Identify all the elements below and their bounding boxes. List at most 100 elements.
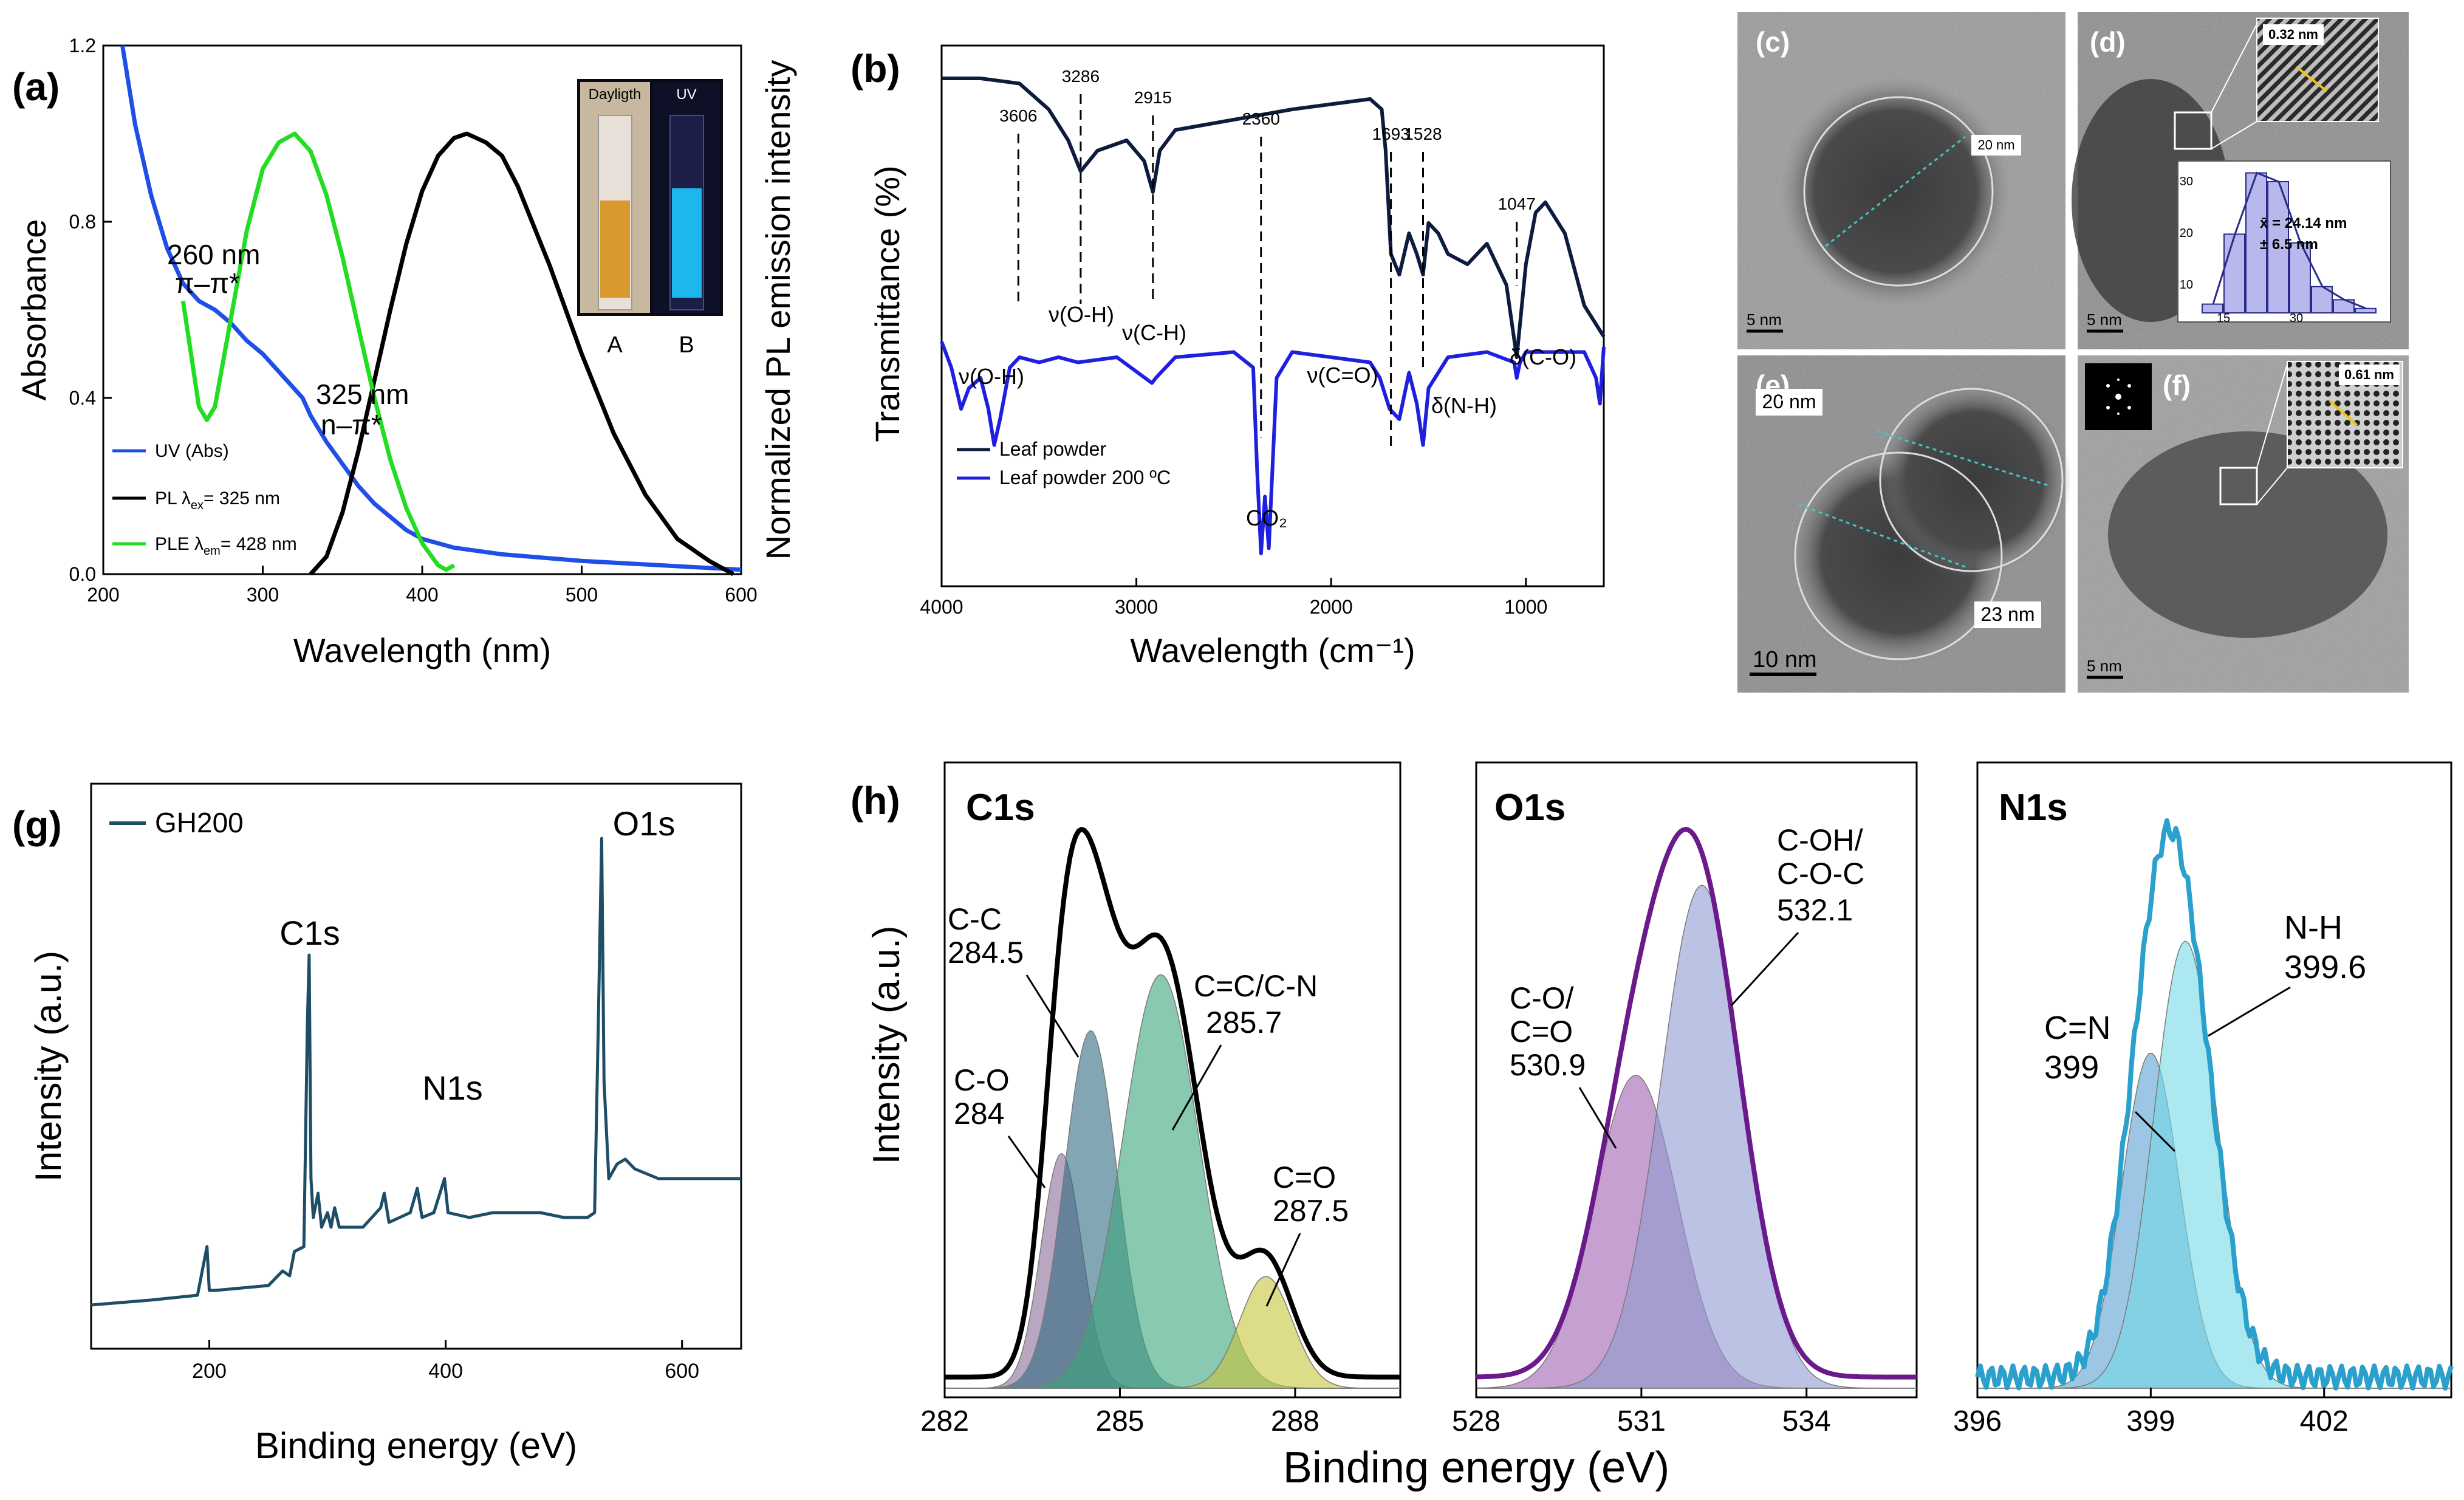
a-legend-ple: PLE λem= 428 nm <box>155 534 297 558</box>
h-c1s-ccn-arrow <box>1171 1044 1222 1131</box>
h-o1s-title: O1s <box>1494 787 1566 829</box>
tem-e-circle-1 <box>1794 451 2003 660</box>
b-peak-label: 1047 <box>1498 194 1536 213</box>
h-o1s-labels: C-O/ C=O 530.9 C-OH/ C-O-C 532.1 <box>1510 823 1864 1149</box>
panel-label-c: (c) <box>1756 26 1790 58</box>
b-band-c-o-double: ν(C=O) <box>1307 363 1378 388</box>
h-subplot-n1s: N1s 396 399 402 <box>1953 761 2454 1437</box>
a-annotation-n-pi: n–π* <box>321 409 382 440</box>
tem-d-hist-bars <box>2202 171 2377 314</box>
b-x-tick-label: 4000 <box>920 596 963 618</box>
a-x-tick-label: 600 <box>725 584 757 606</box>
panel-label-e: (e) <box>1756 369 1790 401</box>
tem-f-zoom-line-1 <box>2256 364 2288 468</box>
h-x-tick-label: 399 <box>2126 1405 2175 1437</box>
g-x-axis: 200 400 600 <box>192 1340 699 1383</box>
tem-d-hist-bar <box>2223 233 2245 313</box>
a-series-group <box>120 45 742 577</box>
g-x-tick-label: 200 <box>192 1360 227 1383</box>
g-series-group <box>91 837 741 1307</box>
panel-label-d: (d) <box>2090 26 2126 58</box>
plot-frame-g <box>90 783 742 1350</box>
a-series-line-2 <box>180 131 456 572</box>
a-series-line-0 <box>120 45 742 572</box>
h-envelope-line-0 <box>945 827 1400 1380</box>
h-x-tick-label: 402 <box>2300 1405 2349 1437</box>
h-c1s-title: C1s <box>966 787 1035 829</box>
tem-e-size-box-2 <box>1974 601 2041 628</box>
h-c1s-labels: C-C 284.5 C-O 284 C=C/C-N 285.7 C=O 287.… <box>948 902 1349 1307</box>
tem-e-diameter-2 <box>1877 430 2051 487</box>
tem-panel-e: 20 nm 23 nm (e) 10 nm <box>1737 355 2072 693</box>
h-n1s-nh-label: N-H <box>2284 909 2343 946</box>
h-x-tick-label: 396 <box>1953 1405 2002 1437</box>
h-x-tick-label: 531 <box>1617 1405 1666 1437</box>
panel-h: (h) Intensity (a.u.) Binding energy (eV)… <box>850 761 2454 1492</box>
h-c1s-cc-label: C-C <box>948 902 1002 936</box>
tem-d-hist-bar <box>2202 303 2223 314</box>
h-o1s-co-label-1: C-O/ <box>1510 981 1574 1015</box>
h-n1s-cn-label: C=N <box>2044 1010 2111 1046</box>
h-o1s-coh-arrow <box>1730 931 1799 1007</box>
h-x-tick-label: 534 <box>1782 1405 1831 1437</box>
tem-f-zoom-box <box>2219 467 2258 505</box>
tem-e-size-box-1 <box>1756 389 1822 416</box>
tem-d-hist-ytick-10: 10 <box>2180 278 2193 292</box>
h-o1s-co-arrow <box>1578 1087 1617 1149</box>
h-n1s-labels: N-H 399.6 C=N 399 <box>2044 909 2366 1152</box>
tem-d-hist-fit-curve <box>2212 171 2367 310</box>
tem-f-lattice-line <box>2329 400 2358 426</box>
b-series-line-1 <box>940 341 1606 555</box>
g-x-tick-label: 400 <box>428 1360 463 1383</box>
h-c1s-ccn-label: C=C/C-N <box>1194 969 1318 1003</box>
tem-f-zoom-line-2 <box>2256 467 2288 505</box>
b-band-oh-1: ν(O-H) <box>959 364 1024 389</box>
h-component-peak-0-3 <box>945 1276 1400 1389</box>
h-c1s-co-label: C-O <box>954 1063 1010 1097</box>
tem-panels: 20 nm (c) 5 nm 0.32 nm (d) x̄ = 24.14 nm… <box>1737 12 2409 693</box>
h-c1s-frame <box>943 761 1401 1399</box>
g-x-tick-label: 600 <box>665 1360 699 1383</box>
h-n1s-cn-arrow <box>2134 1111 2176 1152</box>
b-band-ch: ν(C-H) <box>1122 320 1186 345</box>
b-band-oh-2: ν(O-H) <box>1049 302 1114 327</box>
b-series-group <box>940 77 1606 555</box>
tem-d-lattice-label: 0.32 nm <box>2268 27 2318 42</box>
h-c1s-c-o-double-arrow <box>1265 1233 1301 1307</box>
a-inset-right-label: B <box>679 332 694 358</box>
h-o1s-co-label-2: C=O <box>1510 1015 1573 1049</box>
a-vial-a-liquid <box>600 200 630 298</box>
a-x-axis-label: Wavelength (nm) <box>293 631 551 670</box>
h-x-tick-label: 288 <box>1271 1405 1319 1437</box>
a-y-tick-label: 0.8 <box>69 211 96 233</box>
h-o1s-coh-label-2: C-O-C <box>1777 857 1864 891</box>
b-series-line-0 <box>942 77 1606 359</box>
h-c1s-c-o-double-label: C=O <box>1273 1160 1336 1194</box>
tem-f-lattice-box <box>2339 365 2400 385</box>
tem-e-scale-label: 10 nm <box>1753 647 1817 673</box>
tem-c-size-label: 20 nm <box>1977 137 2014 152</box>
tem-c-size-box <box>1971 135 2021 156</box>
b-legend-leaf200: Leaf powder 200 ºC <box>999 467 1171 488</box>
a-annotation-325nm: 325 nm <box>316 378 409 410</box>
a-legend-uv: UV (Abs) <box>155 441 229 461</box>
b-peak-label: 2915 <box>1134 88 1172 107</box>
tem-f-fft-spots <box>2106 378 2131 415</box>
panel-label-a: (a) <box>12 65 60 109</box>
panel-label-b: (b) <box>850 47 900 91</box>
tem-f-particle <box>2108 431 2387 638</box>
tem-e-size-label-1: 20 nm <box>1762 391 1816 413</box>
panel-label-h: (h) <box>850 779 900 823</box>
tem-d-lattice-line <box>2295 66 2328 92</box>
a-legend-pl: PL λex= 325 nm <box>155 488 280 512</box>
b-band-co2: CO₂ <box>1246 505 1287 530</box>
b-band-c-o: δ(C-O) <box>1510 344 1576 369</box>
a-x-tick-label: 300 <box>247 584 279 606</box>
h-subplot-c1s: C1s 282 285 288 <box>920 761 1401 1437</box>
h-component-peak-1-1 <box>1476 885 1917 1389</box>
h-n1s-cn-value: 399 <box>2044 1049 2099 1086</box>
g-peak-o1s: O1s <box>613 804 676 843</box>
g-peak-c1s: C1s <box>279 914 340 952</box>
h-x-axis-label: Binding energy (eV) <box>1283 1443 1669 1492</box>
h-c1s-co-value: 284 <box>954 1097 1004 1131</box>
